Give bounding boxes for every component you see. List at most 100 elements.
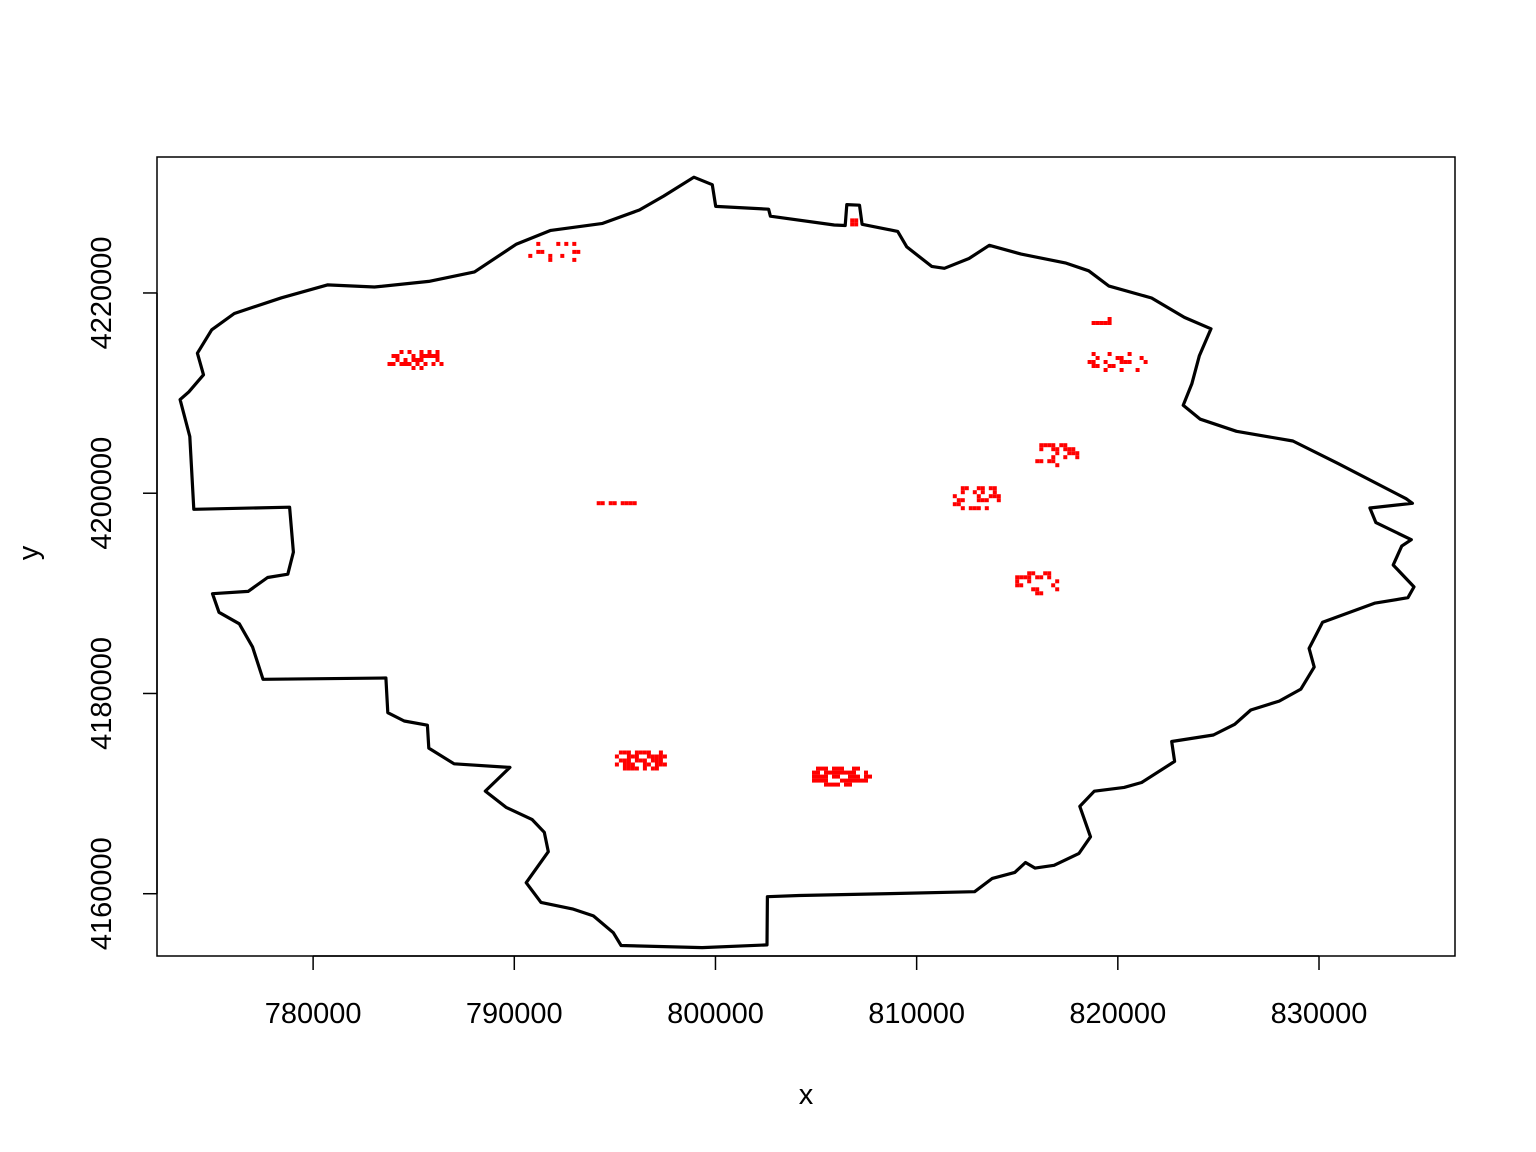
patch-cell <box>620 501 625 506</box>
patch-cell <box>435 350 440 354</box>
patch-cell <box>1059 443 1064 448</box>
patch-cell <box>626 766 631 771</box>
patch-cell <box>836 774 840 779</box>
patch-cell <box>832 766 836 771</box>
patch-cell <box>832 770 836 775</box>
patch-cell <box>960 490 965 495</box>
patch-cell <box>1055 579 1060 584</box>
patch-cell <box>992 486 997 491</box>
patch-cell <box>427 354 432 358</box>
patch-cell <box>642 762 647 767</box>
fire-patch <box>1035 443 1080 468</box>
patch-cell <box>844 782 848 787</box>
patch-cell <box>630 762 635 767</box>
patch-cell <box>824 770 828 775</box>
fire-patch <box>1015 571 1060 596</box>
patch-cell <box>1051 583 1056 588</box>
fire-patch <box>1091 317 1112 325</box>
patch-cell <box>832 774 836 779</box>
patch-cell <box>1111 364 1116 368</box>
patch-cell <box>956 502 961 507</box>
patch-cell <box>1015 579 1020 584</box>
patch-cell <box>1039 459 1044 464</box>
patch-cell <box>972 490 977 495</box>
x-tick-label: 830000 <box>1271 998 1368 1030</box>
patch-cell <box>964 486 969 491</box>
patch-cell <box>608 501 613 506</box>
x-tick-label: 810000 <box>868 998 965 1030</box>
patch-cell <box>1087 360 1092 364</box>
patch-cell <box>658 758 663 763</box>
patch-cell <box>622 762 627 767</box>
y-axis: 4160000 4180000 4200000 4220000 <box>86 237 158 950</box>
patch-cell <box>1091 360 1096 364</box>
patch-cell <box>960 498 965 503</box>
patch-cell <box>536 249 541 254</box>
patch-cell <box>1091 352 1096 356</box>
patch-cell <box>548 257 553 262</box>
patch-cell <box>1055 451 1060 456</box>
patch-cell <box>836 766 840 771</box>
patch-cell <box>840 778 844 783</box>
patch-cell <box>1139 356 1144 360</box>
patch-cell <box>850 218 855 223</box>
patch-cell <box>1067 447 1072 452</box>
patch-cell <box>824 778 828 783</box>
patch-cell <box>864 770 868 775</box>
patch-cell <box>1119 356 1124 360</box>
fire-patch <box>952 486 1001 511</box>
patch-cell <box>662 762 667 767</box>
patch-cell <box>1095 364 1100 368</box>
patch-cell <box>411 366 416 370</box>
patch-cell <box>976 498 981 503</box>
patch-cell <box>564 241 569 246</box>
patch-cell <box>960 506 965 511</box>
patch-cell <box>1119 360 1124 364</box>
patch-cell <box>654 758 659 763</box>
patch-cell <box>1043 571 1048 576</box>
patch-cell <box>1039 443 1044 448</box>
patch-cell <box>600 501 605 506</box>
patch-cell <box>852 778 856 783</box>
patch-cell <box>1015 583 1020 588</box>
patch-cell <box>820 766 824 771</box>
patch-cell <box>654 766 659 771</box>
patch-cell <box>658 754 663 759</box>
patch-cell <box>832 782 836 787</box>
patch-cell <box>844 778 848 783</box>
patch-cell <box>856 778 860 783</box>
patch-cell <box>403 362 408 366</box>
patch-cell <box>1051 459 1056 464</box>
patch-cell <box>632 501 637 506</box>
patch-cell <box>612 501 617 506</box>
patch-cell <box>399 350 404 354</box>
patch-cell <box>852 770 856 775</box>
fire-patch <box>528 241 581 262</box>
patch-cell <box>654 754 659 759</box>
patch-cell <box>1107 352 1112 356</box>
raster-patches <box>387 218 1148 787</box>
patch-cell <box>860 778 864 783</box>
patch-cell <box>976 486 981 491</box>
patch-cell <box>850 222 855 227</box>
patch-cell <box>572 257 577 262</box>
patch-cell <box>642 758 647 763</box>
patch-cell <box>662 754 667 759</box>
patch-cell <box>548 253 553 258</box>
y-tick-label: 4180000 <box>86 637 118 750</box>
fire-patch <box>1087 352 1148 372</box>
patch-cell <box>634 758 639 763</box>
patch-cell <box>654 762 659 767</box>
patch-cell <box>540 249 545 254</box>
patch-cell <box>816 766 820 771</box>
patch-cell <box>419 350 424 354</box>
patch-cell <box>824 774 828 779</box>
fire-patch <box>812 766 872 787</box>
patch-cell <box>996 494 1001 499</box>
patch-cell <box>1027 575 1032 580</box>
patch-cell <box>844 770 848 775</box>
patch-cell <box>614 762 619 767</box>
patch-cell <box>1123 360 1128 364</box>
patch-cell <box>1127 352 1132 356</box>
patch-cell <box>407 362 412 366</box>
